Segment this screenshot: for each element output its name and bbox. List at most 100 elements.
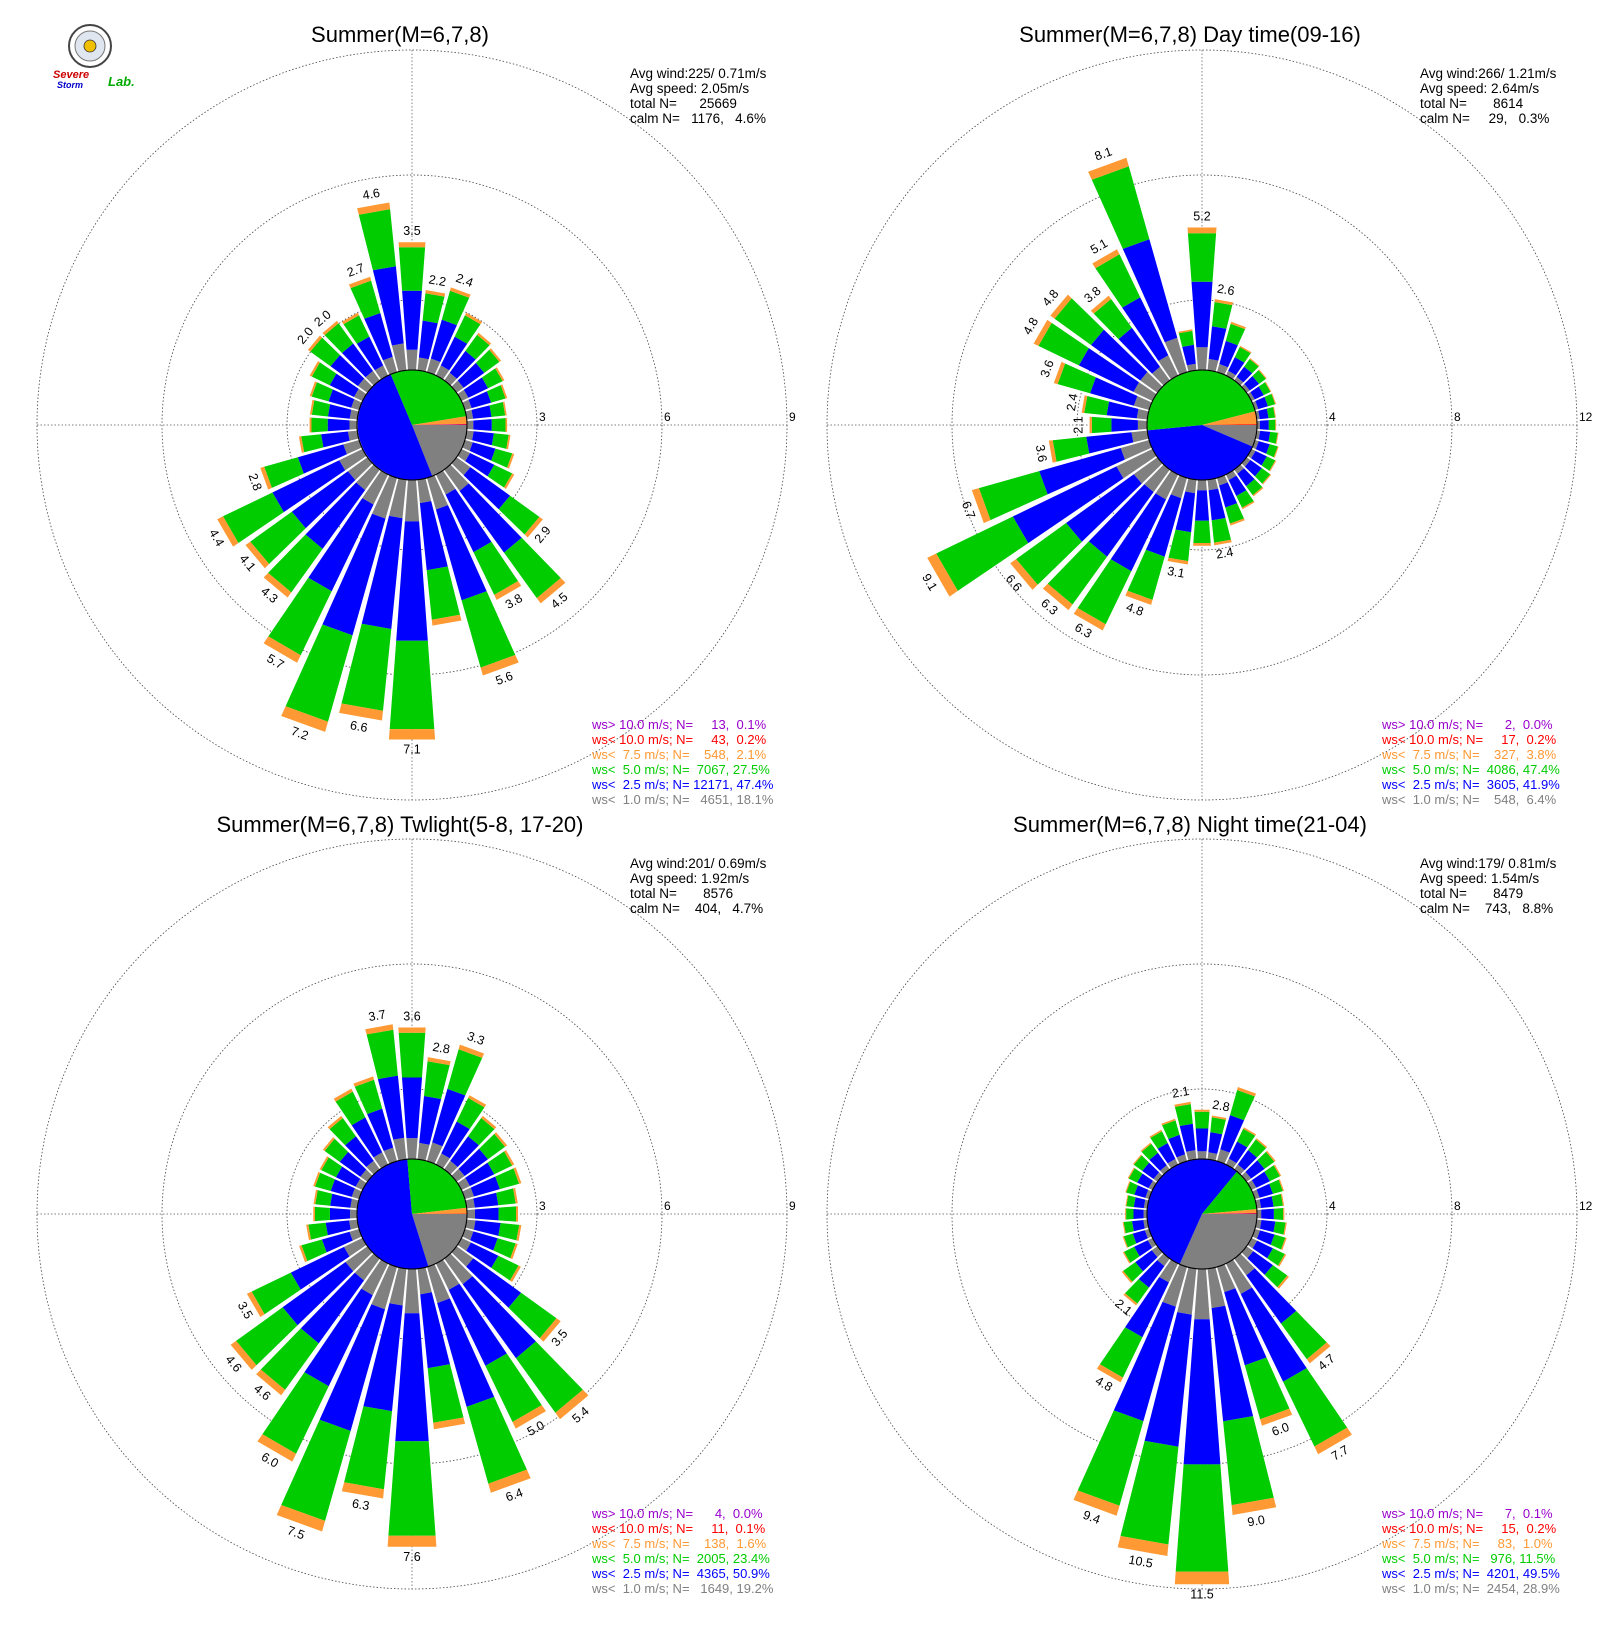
bar-dir-270	[313, 1206, 358, 1222]
bar-segment	[466, 1396, 527, 1484]
bar-segment	[1219, 482, 1238, 508]
bar-segment	[513, 1167, 522, 1184]
bar-dir-10: 2.6	[1207, 282, 1236, 372]
bar-segment	[463, 467, 511, 510]
bar-segment	[427, 1264, 450, 1304]
bar-segment	[256, 1369, 286, 1396]
bar-segment	[398, 1027, 426, 1033]
bar-value-label: 4.8	[1040, 287, 1062, 309]
bar-dir-90	[466, 418, 508, 432]
bar-segment	[1217, 1149, 1230, 1164]
bar-dir-60	[1247, 1164, 1282, 1191]
bar-segment	[1241, 383, 1250, 393]
ring-tick-label: 3	[539, 1199, 546, 1213]
bar-dir-20	[1217, 1087, 1257, 1164]
bar-segment	[349, 409, 359, 420]
bar-segment	[1225, 323, 1246, 346]
bar-segment	[1281, 1237, 1287, 1251]
bar-dir-60	[457, 367, 505, 402]
bar-dir-80	[465, 1187, 518, 1209]
bar-segment	[457, 362, 485, 388]
bar-segment	[404, 1268, 420, 1314]
bar-segment	[508, 1292, 557, 1339]
bar-segment	[1266, 407, 1276, 419]
bar-segment	[263, 636, 301, 663]
bar-segment	[1093, 299, 1132, 340]
bar-segment	[1187, 233, 1217, 282]
bar-segment	[488, 1469, 531, 1493]
bar-segment	[1280, 1193, 1285, 1206]
legend-entry: ws< 7.5 m/s; N= 83, 1.0%	[1381, 1536, 1553, 1551]
bar-value-label: 9.0	[1246, 1513, 1266, 1530]
bar-segment	[1153, 1172, 1163, 1182]
bar-segment	[1193, 543, 1211, 546]
bar-segment	[1133, 1155, 1150, 1171]
legend-entry: ws< 2.5 m/s; N= 4201, 49.5%	[1381, 1566, 1560, 1581]
ring-2	[951, 174, 1453, 676]
bar-segment	[1237, 1087, 1257, 1097]
bar-segment	[1122, 1251, 1131, 1264]
bar-segment	[1237, 1150, 1257, 1171]
bar-dir-150: 7.7	[1225, 1259, 1352, 1464]
bar-segment	[419, 1096, 442, 1145]
bar-segment	[1273, 446, 1279, 458]
bar-segment	[327, 1115, 343, 1130]
bar-segment	[1211, 1305, 1254, 1422]
bar-segment	[435, 1259, 460, 1290]
bar-value-label: 3.1	[1166, 564, 1186, 581]
bar-segment	[1223, 1416, 1274, 1506]
bar-segment	[1243, 1127, 1257, 1136]
bar-segment	[402, 290, 422, 350]
ring-tick-label: 12	[1579, 1199, 1593, 1213]
bar-segment	[971, 488, 991, 524]
bar-dir-320: 3.8	[1081, 284, 1170, 386]
bar-segment	[345, 1136, 374, 1167]
bar-segment	[339, 703, 383, 721]
bar-segment	[1191, 281, 1213, 348]
bar-segment	[353, 1076, 374, 1087]
bar-segment	[310, 337, 340, 367]
bar-dir-130: 3.5	[451, 1246, 571, 1349]
bar-segment	[425, 290, 446, 297]
bar-dir-140: 4.5	[444, 464, 571, 612]
center-pie	[356, 369, 468, 481]
bar-value-label: 4.6	[361, 186, 381, 203]
bar-segment	[465, 430, 474, 441]
bar-segment	[329, 1208, 351, 1220]
bar-segment	[1084, 396, 1109, 416]
bar-dir-0: 3.6	[398, 1009, 426, 1160]
bar-segment	[285, 624, 353, 722]
bar-dir-50	[1241, 1150, 1276, 1182]
bar-dir-330	[1149, 1129, 1179, 1169]
bar-dir-70	[462, 384, 508, 410]
pie-slice	[1202, 411, 1257, 425]
bar-segment	[1116, 448, 1157, 479]
ring-tick-label: 6	[664, 1199, 671, 1213]
bar-segment	[301, 1239, 327, 1262]
bar-dir-300	[309, 361, 367, 402]
bar-segment	[1136, 408, 1149, 420]
bar-segment	[1210, 1117, 1226, 1135]
bar-segment	[1073, 1490, 1120, 1516]
panel-title: Summer(M=6,7,8) Night time(21-04)	[1013, 812, 1367, 837]
bar-segment	[1167, 1158, 1179, 1169]
legend: ws> 10.0 m/s; N= 13, 0.1%ws< 10.0 m/s; N…	[591, 717, 774, 807]
bar-segment	[496, 1188, 516, 1206]
bar-segment	[473, 419, 492, 431]
bar-dir-60	[1247, 381, 1272, 402]
legend-entry: ws< 10.0 m/s; N= 17, 0.2%	[1381, 732, 1557, 747]
bar-segment	[1152, 366, 1170, 386]
bar-segment	[1073, 608, 1106, 631]
bar-segment	[1096, 1364, 1123, 1383]
bar-segment	[356, 464, 380, 491]
bar-segment	[1241, 457, 1251, 467]
bar-segment	[444, 464, 469, 491]
bar-segment	[1237, 1128, 1256, 1148]
bar-segment	[1158, 355, 1179, 380]
bar-dir-50	[451, 348, 502, 393]
bar-segment	[363, 1303, 403, 1412]
bar-dir-140: 4.7	[1234, 1253, 1338, 1373]
bar-segment	[491, 418, 506, 432]
bar-segment	[1149, 1152, 1167, 1171]
bar-segment	[298, 436, 305, 453]
